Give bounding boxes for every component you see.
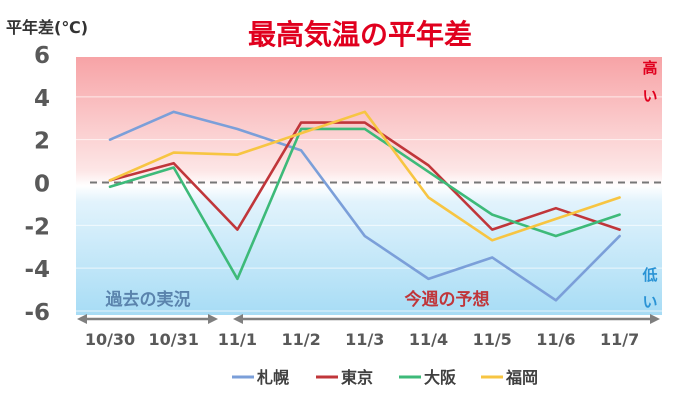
x-tick-label: 10/31 xyxy=(149,330,199,349)
high-annotation: 高 い xyxy=(642,59,657,105)
chart-title: 最高気温の平年差 xyxy=(248,18,472,51)
legend: 札幌 東京 大阪 福岡 xyxy=(232,368,538,387)
high-annotation-char-2: い xyxy=(642,87,657,105)
y-axis-ticks: 6 4 2 0 -2 -4 -6 xyxy=(24,43,50,326)
x-tick-label: 11/7 xyxy=(600,330,639,349)
forecast-label: 今週の予想 xyxy=(405,289,490,310)
legend-item: 東京 xyxy=(316,368,373,387)
gridlines xyxy=(76,53,662,312)
high-annotation-char-1: 高 xyxy=(642,59,657,77)
series-line xyxy=(108,121,621,231)
legend-label: 大阪 xyxy=(424,368,457,387)
series-line xyxy=(108,127,621,281)
y-tick-label: 6 xyxy=(34,43,50,69)
low-annotation: 低 い xyxy=(641,266,657,311)
y-tick-label: -2 xyxy=(24,214,50,240)
series-line xyxy=(108,110,621,242)
y-tick-label: 4 xyxy=(34,86,50,112)
legend-item: 福岡 xyxy=(481,368,538,387)
x-tick-label: 11/2 xyxy=(281,330,320,349)
low-annotation-char-2: い xyxy=(642,293,657,311)
low-annotation-char-1: 低 xyxy=(641,266,657,284)
legend-label: 札幌 xyxy=(256,368,289,387)
x-tick-label: 11/5 xyxy=(473,330,512,349)
y-tick-label: 0 xyxy=(34,172,50,198)
legend-item: 大阪 xyxy=(399,368,457,387)
forecast-period-arrow xyxy=(233,314,660,324)
x-axis-ticks: 10/30 10/31 11/1 11/2 11/3 11/4 11/5 11/6 11/7 xyxy=(85,330,639,349)
x-tick-label: 11/6 xyxy=(536,330,575,349)
plot-background xyxy=(76,57,662,315)
legend-label: 東京 xyxy=(341,368,373,387)
x-tick-label: 10/30 xyxy=(85,330,135,349)
legend-label: 福岡 xyxy=(505,368,538,387)
series-lines xyxy=(108,110,621,302)
y-tick-label: -6 xyxy=(24,300,50,326)
past-period-arrow xyxy=(77,314,218,324)
y-tick-label: -4 xyxy=(24,257,50,283)
x-tick-label: 11/1 xyxy=(218,330,257,349)
y-tick-label: 2 xyxy=(34,129,50,155)
past-observation-label: 過去の実況 xyxy=(106,289,191,310)
y-axis-label: 平年差(℃) xyxy=(6,18,88,37)
x-tick-label: 11/3 xyxy=(345,330,384,349)
legend-item: 札幌 xyxy=(232,368,289,387)
x-tick-label: 11/4 xyxy=(409,330,448,349)
series-line xyxy=(108,110,621,302)
